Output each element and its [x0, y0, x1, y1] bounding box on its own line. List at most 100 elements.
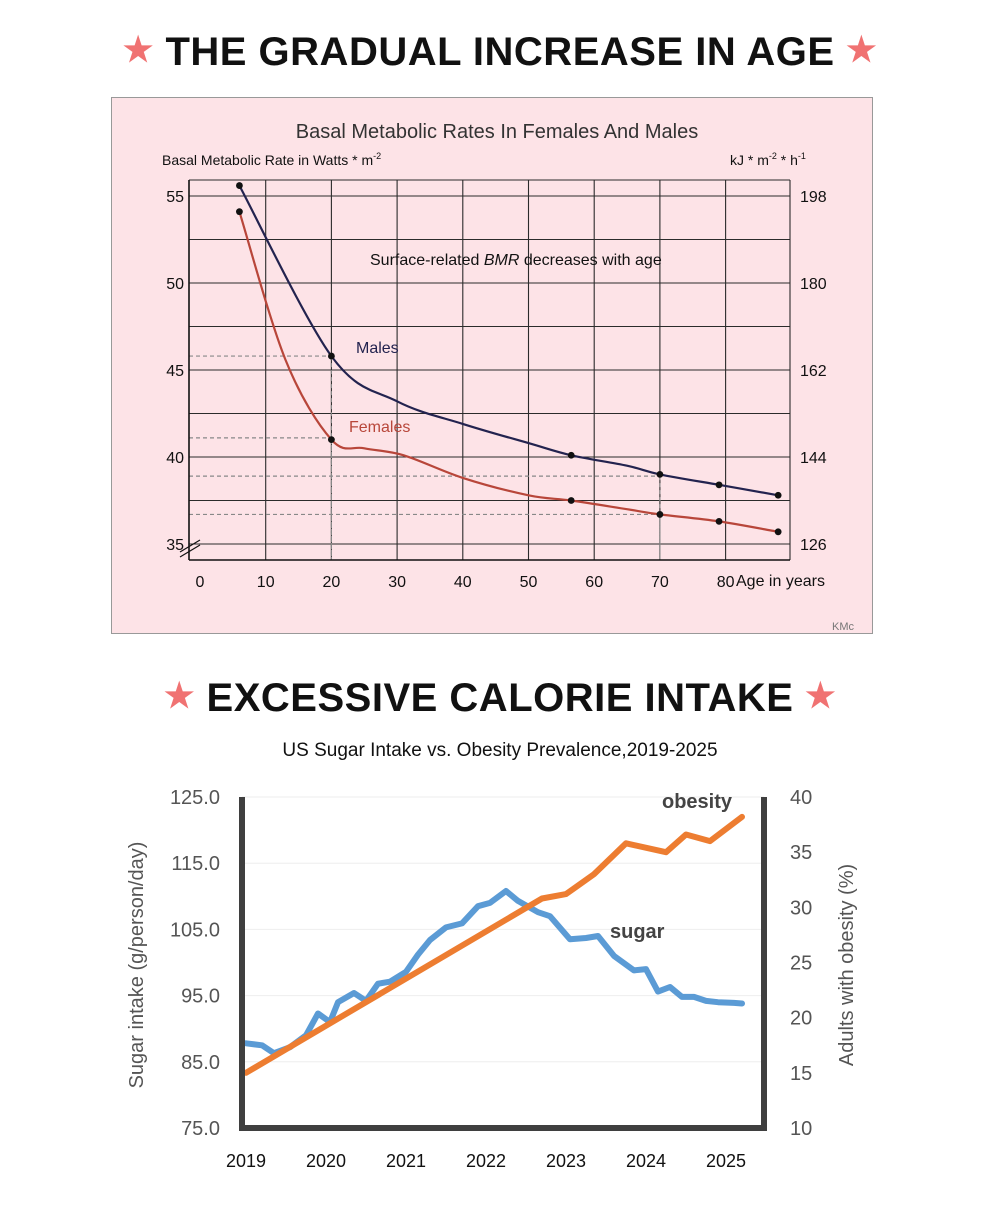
x-tick-label: 2022 [466, 1151, 506, 1171]
y2-tick-label: 15 [790, 1063, 812, 1085]
obesity-axes [239, 797, 767, 1131]
obesity-grid [242, 796, 764, 1129]
x-tick-label: 50 [520, 574, 538, 591]
y-tick-label: 125.0 [170, 787, 220, 809]
obesity-tick-labels: 75.085.095.0105.0115.0125.01015202530354… [170, 787, 812, 1171]
bmr-series [236, 182, 782, 536]
y-tick-label: 35 [166, 537, 184, 554]
y-tick-label: 45 [166, 363, 184, 380]
x-tick-label: 30 [388, 574, 406, 591]
reference-line [189, 355, 332, 560]
series-label-males: Males [356, 340, 399, 357]
x-tick-label: 2025 [706, 1151, 746, 1171]
obesity-chart: sugar obesity 75.0 85.0 95.0 105.0 115.0 125.0… [126, 787, 858, 1171]
data-point-females [774, 528, 782, 536]
x-tick-label: 2021 [386, 1151, 426, 1171]
x-tick-label: 2024 [626, 1151, 666, 1171]
bmr-grid [189, 179, 791, 560]
star-icon: ★ [163, 677, 195, 715]
bmr-axes [179, 180, 790, 561]
x-tick-label: 2023 [546, 1151, 586, 1171]
reference-line [189, 437, 332, 560]
y2label-mid: * h [777, 152, 798, 168]
y2-tick-label: 198 [800, 189, 827, 206]
bmr-chart-title: Basal Metabolic Rates In Females And Mal… [296, 121, 698, 143]
y2-tick-label: 30 [790, 897, 812, 919]
data-point-males [236, 182, 243, 189]
obesity-series: sugar obesity [243, 791, 745, 1076]
x-tick-label: 60 [585, 574, 603, 591]
y2-tick-label: 20 [790, 1008, 812, 1030]
obesity-chart-title: US Sugar Intake vs. Obesity Prevalence,2… [282, 740, 718, 761]
reference-line [189, 475, 661, 560]
bmr-tick-labels: 0 10 20 30 40 50 60 70 80 35 40 45 50 55 126 144 162 180 1… [166, 189, 827, 591]
y-tick-label: 75.0 [181, 1118, 220, 1140]
y-tick-label: 40 [166, 450, 184, 467]
x-tick-label: 2019 [226, 1151, 266, 1171]
axis-break-mark [179, 539, 201, 553]
annotation-suffix: decreases with age [519, 252, 661, 269]
obesity-left-axis-label: Sugar intake (g/person/day) [126, 842, 148, 1089]
y2-tick-label: 144 [800, 450, 827, 467]
y2-tick-label: 162 [800, 363, 827, 380]
series-label-obesity: obesity [662, 791, 733, 813]
heading-text: THE GRADUAL INCREASE IN AGE [165, 30, 835, 74]
data-point-females [567, 497, 575, 504]
y2label-sup-2: -1 [798, 151, 806, 161]
bmr-reference-lines [189, 355, 661, 560]
y2label-sup-1: -2 [769, 151, 777, 161]
y2-tick-label: 40 [790, 787, 812, 809]
star-icon: ★ [122, 31, 154, 69]
y-tick-label: 50 [166, 276, 184, 293]
reference-line [189, 513, 661, 560]
bmr-left-axis-label: Basal Metabolic Rate in Watts * m-2 [162, 151, 381, 168]
data-point-males [656, 471, 664, 478]
section-heading-calorie: ★ EXCESSIVE CALORIE INTAKE ★ [0, 676, 1000, 721]
data-point-females [236, 208, 243, 216]
obesity-right-axis-label: Adults with obesity (%) [836, 864, 858, 1066]
bmr-credit: KMc [832, 621, 855, 633]
y2-tick-label: 126 [800, 537, 827, 554]
bmr-x-axis-label: Age in years [736, 573, 825, 590]
y2-tick-label: 180 [800, 276, 827, 293]
y-tick-label: 115.0 [171, 853, 220, 875]
x-tick-label: 20 [323, 574, 341, 591]
axis-break-mark [179, 544, 201, 558]
y2-tick-label: 35 [790, 842, 812, 864]
y2label-text: kJ * m [730, 152, 769, 168]
y2-tick-label: 10 [790, 1118, 812, 1140]
heading-text: EXCESSIVE CALORIE INTAKE [206, 676, 794, 720]
data-point-females [715, 517, 723, 525]
x-tick-label: 0 [196, 574, 205, 591]
series-line-obesity [243, 813, 745, 1076]
x-tick-label: 10 [257, 574, 275, 591]
data-point-males [774, 491, 782, 499]
series-label-females: Females [349, 419, 410, 436]
ylabel-text: Basal Metabolic Rate in Watts * m [162, 152, 373, 168]
x-tick-label: 70 [651, 574, 669, 591]
series-label-sugar: sugar [610, 921, 665, 943]
data-point-males [715, 481, 723, 489]
series-line-males [238, 185, 779, 497]
bmr-chart-panel: 0 10 20 30 40 50 60 70 80 35 40 45 50 55 126 144 162 180 1… [111, 97, 873, 634]
y-tick-label: 105.0 [170, 919, 220, 941]
x-tick-label: 40 [454, 574, 472, 591]
data-point-females [656, 511, 664, 518]
y-tick-label: 95.0 [181, 986, 220, 1008]
star-icon: ★ [805, 677, 837, 715]
y-tick-label: 85.0 [181, 1052, 220, 1074]
star-icon: ★ [846, 31, 878, 69]
y2-tick-label: 25 [790, 953, 812, 975]
y-tick-label: 55 [166, 189, 184, 206]
data-point-males [567, 451, 575, 459]
annotation-prefix: Surface-related [370, 252, 484, 269]
x-tick-label: 2020 [306, 1151, 346, 1171]
data-point-males [328, 352, 335, 360]
bmr-right-axis-label: kJ * m-2 * h-1 [730, 151, 806, 168]
annotation-italic: BMR [484, 252, 520, 269]
ylabel-superscript: -2 [373, 151, 381, 161]
x-tick-label: 80 [717, 574, 735, 591]
bmr-annotation: Surface-related BMR decreases with age [370, 252, 662, 269]
section-heading-age: ★ THE GRADUAL INCREASE IN AGE ★ [0, 30, 1000, 75]
bmr-chart: 0 10 20 30 40 50 60 70 80 35 40 45 50 55 126 144 162 180 1… [162, 121, 855, 633]
